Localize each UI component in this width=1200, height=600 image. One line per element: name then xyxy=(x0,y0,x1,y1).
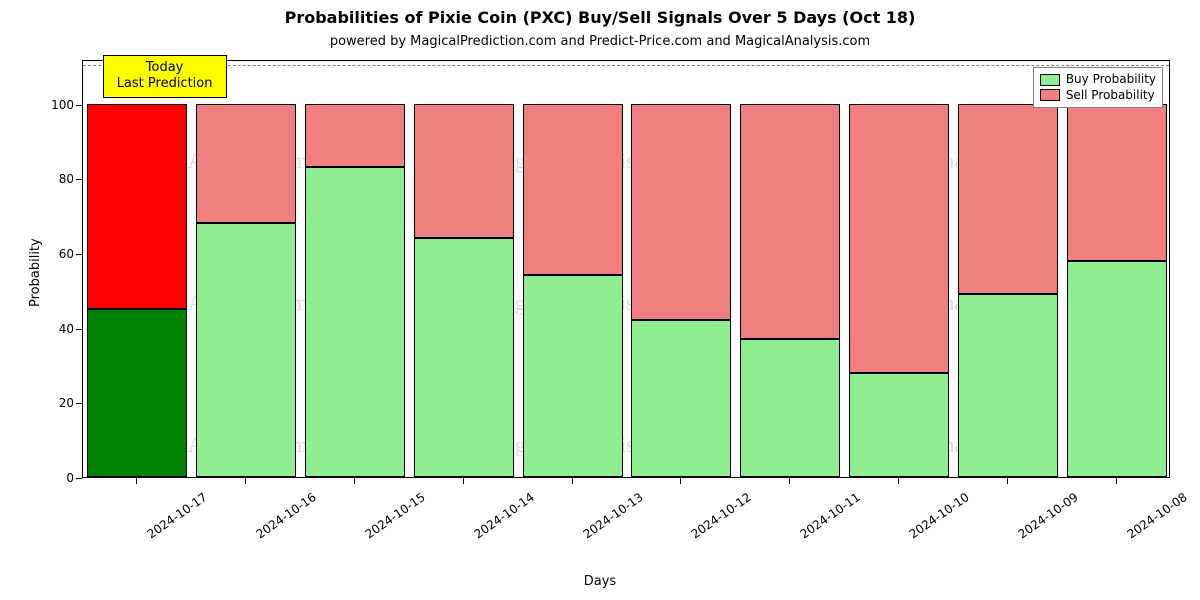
buy-bar xyxy=(87,309,187,477)
bar-slot xyxy=(740,61,840,477)
sell-bar xyxy=(414,104,514,238)
bar-slot xyxy=(849,61,949,477)
legend-item: Sell Probability xyxy=(1040,88,1156,104)
x-tick-label: 2024-10-10 xyxy=(907,490,972,541)
plot-area: MagicalAnalysis.comMagicalAnalysis.comMa… xyxy=(82,60,1170,478)
x-tick-mark xyxy=(1116,478,1117,484)
x-tick-label: 2024-10-17 xyxy=(145,490,210,541)
bar-slot xyxy=(958,61,1058,477)
bar-slot xyxy=(523,61,623,477)
buy-bar xyxy=(523,275,623,477)
buy-bar xyxy=(849,373,949,478)
y-tick-mark xyxy=(76,105,82,106)
x-tick-mark xyxy=(1007,478,1008,484)
bar-slot xyxy=(305,61,405,477)
legend-label: Buy Probability xyxy=(1066,72,1156,88)
legend: Buy ProbabilitySell Probability xyxy=(1033,67,1163,108)
y-tick-mark xyxy=(76,403,82,404)
sell-bar xyxy=(740,104,840,339)
x-tick-label: 2024-10-15 xyxy=(363,490,428,541)
x-tick-label: 2024-10-12 xyxy=(689,490,754,541)
x-tick-label: 2024-10-11 xyxy=(798,490,863,541)
x-tick-label: 2024-10-09 xyxy=(1015,490,1080,541)
y-tick-mark xyxy=(76,329,82,330)
sell-bar xyxy=(523,104,623,276)
x-tick-mark xyxy=(463,478,464,484)
x-axis-label: Days xyxy=(0,574,1200,589)
sell-bar xyxy=(1067,104,1167,261)
legend-label: Sell Probability xyxy=(1066,88,1155,104)
legend-item: Buy Probability xyxy=(1040,72,1156,88)
chart-title: Probabilities of Pixie Coin (PXC) Buy/Se… xyxy=(0,8,1200,27)
x-tick-mark xyxy=(354,478,355,484)
buy-bar xyxy=(1067,261,1167,477)
bar-slot xyxy=(631,61,731,477)
bar-slot xyxy=(87,61,187,477)
bar-slot xyxy=(1067,61,1167,477)
y-tick-label: 0 xyxy=(40,471,74,485)
x-tick-mark xyxy=(572,478,573,484)
bar-slot xyxy=(196,61,296,477)
sell-bar xyxy=(631,104,731,320)
legend-swatch xyxy=(1040,74,1060,86)
x-tick-mark xyxy=(245,478,246,484)
x-tick-label: 2024-10-16 xyxy=(254,490,319,541)
x-tick-label: 2024-10-14 xyxy=(471,490,536,541)
buy-bar xyxy=(196,223,296,477)
buy-bar xyxy=(631,320,731,477)
buy-bar xyxy=(740,339,840,477)
x-tick-label: 2024-10-08 xyxy=(1124,490,1189,541)
sell-bar xyxy=(958,104,1058,294)
buy-bar xyxy=(414,238,514,477)
y-tick-mark xyxy=(76,478,82,479)
chart-subtitle: powered by MagicalPrediction.com and Pre… xyxy=(0,34,1200,49)
sell-bar xyxy=(305,104,405,167)
y-tick-label: 80 xyxy=(40,172,74,186)
today-annotation: Today Last Prediction xyxy=(103,55,227,98)
y-tick-label: 100 xyxy=(40,98,74,112)
sell-bar xyxy=(87,104,187,309)
x-tick-mark xyxy=(136,478,137,484)
legend-swatch xyxy=(1040,89,1060,101)
y-tick-mark xyxy=(76,254,82,255)
x-tick-label: 2024-10-13 xyxy=(580,490,645,541)
buy-bar xyxy=(958,294,1058,477)
sell-bar xyxy=(849,104,949,373)
y-tick-label: 40 xyxy=(40,322,74,336)
y-tick-label: 60 xyxy=(40,247,74,261)
x-tick-mark xyxy=(789,478,790,484)
bar-slot xyxy=(414,61,514,477)
y-tick-mark xyxy=(76,179,82,180)
bars-layer xyxy=(83,61,1169,477)
figure-container: Probabilities of Pixie Coin (PXC) Buy/Se… xyxy=(0,0,1200,600)
x-tick-mark xyxy=(680,478,681,484)
x-tick-mark xyxy=(898,478,899,484)
sell-bar xyxy=(196,104,296,223)
buy-bar xyxy=(305,167,405,477)
y-tick-label: 20 xyxy=(40,396,74,410)
